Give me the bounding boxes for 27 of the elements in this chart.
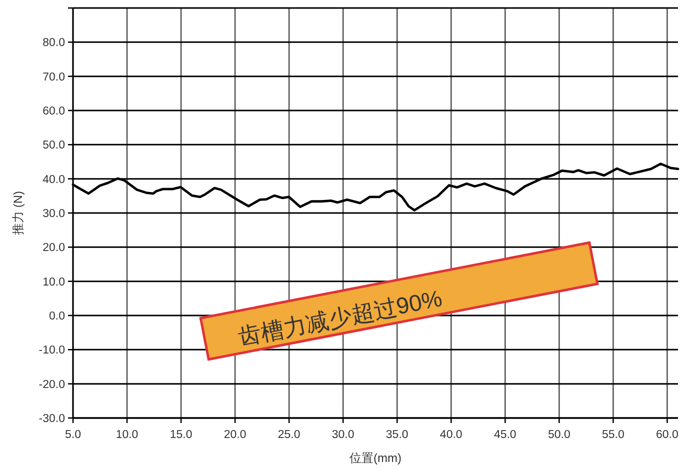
y-tick-label: 80.0 — [42, 37, 65, 50]
x-tick-label: 10.0 — [116, 429, 138, 441]
x-tick-label: 60.0 — [656, 429, 678, 441]
x-tick-label: 50.0 — [548, 429, 570, 441]
y-tick-label: -20.0 — [38, 378, 65, 391]
x-tick-label: 55.0 — [602, 429, 624, 441]
y-tick-label: -10.0 — [38, 344, 65, 357]
x-tick-label: 5.0 — [65, 429, 81, 441]
x-tick-label: 25.0 — [278, 429, 300, 441]
y-tick-label: 70.0 — [42, 71, 65, 84]
y-tick-label: 50.0 — [42, 140, 65, 152]
x-axis-title: 位置(mm) — [350, 451, 402, 465]
annotation: 齿槽力减少超过90% — [236, 285, 444, 350]
y-axis-title: 推力 (N) — [11, 191, 25, 235]
x-tick-label: 20.0 — [224, 429, 246, 441]
y-tick-label: 0.0 — [49, 310, 65, 322]
y-tick-label: -30.0 — [38, 413, 65, 425]
y-tick-label: 20.0 — [42, 242, 65, 254]
y-tick-label: 10.0 — [42, 276, 65, 288]
x-tick-label: 30.0 — [332, 429, 354, 441]
y-tick-label: 30.0 — [42, 208, 65, 220]
x-tick-label: 40.0 — [440, 429, 462, 441]
x-tick-label: 35.0 — [386, 429, 408, 441]
y-tick-label: 60.0 — [42, 106, 65, 118]
x-tick-label: 15.0 — [170, 429, 192, 441]
y-tick-label: 40.0 — [42, 174, 65, 186]
x-tick-label: 45.0 — [494, 429, 516, 441]
